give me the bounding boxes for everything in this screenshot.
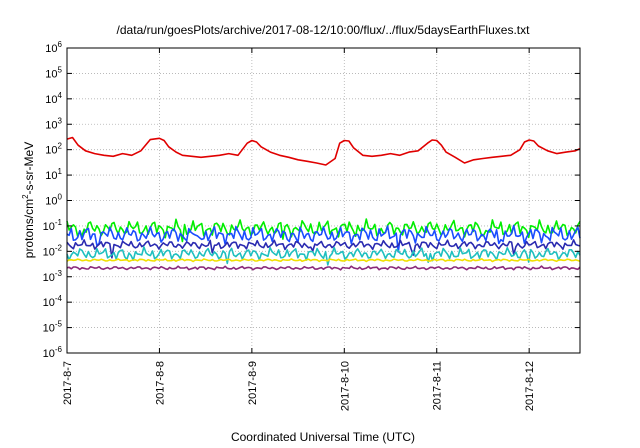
- x-axis-label: Coordinated Universal Time (UTC): [231, 430, 415, 444]
- series-line-5: [66, 246, 581, 266]
- series-line-3: [66, 224, 581, 253]
- x-tick-label: 2017-8-8: [154, 361, 166, 405]
- y-axis-label: protons/cm2-s-sr-MeV: [21, 142, 36, 258]
- y-tick-label: 10-5: [43, 320, 63, 335]
- series-line-6: [66, 257, 581, 263]
- y-tick-label: 100: [45, 193, 62, 208]
- y-label-sup: 2: [21, 194, 30, 199]
- x-tick-label: 2017-8-9: [247, 361, 259, 405]
- y-tick-label: 10-3: [43, 269, 63, 284]
- y-tick-label: 10-4: [43, 294, 63, 309]
- y-tick-label: 103: [45, 116, 62, 131]
- y-axis: 10-6 10-5 10-4 10-3 10-2 10-1 100 101 102 103 104 1…: [43, 40, 580, 360]
- y-tick-label: 10-6: [43, 345, 63, 360]
- x-tick-label: 2017-8-10: [339, 361, 351, 411]
- series-line-7: [66, 265, 581, 271]
- y-tick-label: 10-1: [43, 218, 63, 233]
- chart-title: /data/run/goesPlots/archive/2017-08-12/1…: [117, 23, 531, 37]
- y-label-rest: -s-sr-MeV: [22, 142, 36, 195]
- y-tick-label: 101: [45, 167, 62, 182]
- x-axis: 2017-8-7 2017-8-8 2017-8-9 2017-8-10 2017-8-…: [62, 48, 536, 411]
- y-tick-label: 102: [45, 142, 62, 157]
- x-tick-label: 2017-8-12: [524, 361, 536, 411]
- series-line-1: [66, 136, 581, 166]
- plot-frame: [66, 47, 581, 354]
- y-tick-label: 105: [45, 65, 62, 80]
- grid-lines: [67, 48, 580, 353]
- series-group: [66, 136, 581, 271]
- x-tick-label: 2017-8-11: [432, 361, 444, 410]
- y-tick-label: 104: [45, 91, 62, 106]
- series-line-4: [66, 239, 581, 259]
- y-tick-label: 10-2: [43, 243, 63, 258]
- x-tick-label: 2017-8-7: [62, 361, 74, 405]
- y-tick-label: 106: [45, 40, 62, 55]
- y-label-main: protons/cm: [22, 199, 36, 258]
